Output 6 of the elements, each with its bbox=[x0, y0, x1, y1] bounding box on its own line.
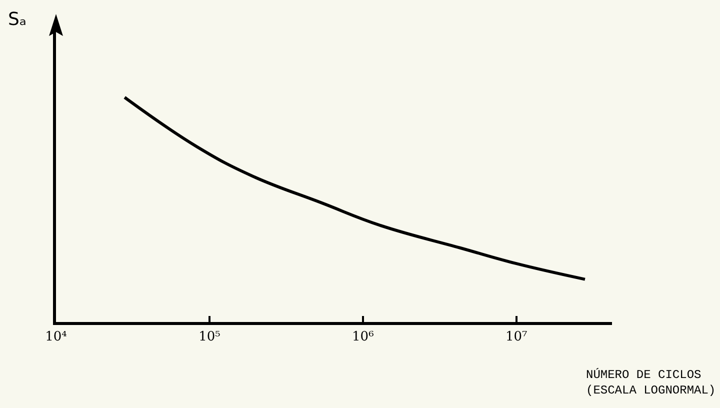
x-tick-label: 10⁶ bbox=[352, 330, 374, 345]
x-tick-label: 10⁵ bbox=[198, 330, 220, 345]
x-tick-label: 10⁴ bbox=[45, 330, 67, 345]
x-tick-label: 10⁷ bbox=[505, 330, 528, 345]
y-axis-title: Sₐ bbox=[8, 9, 26, 30]
x-axis-title: NÚMERO DE CICLOS (ESCALA LOGNORMAL) bbox=[586, 368, 716, 398]
